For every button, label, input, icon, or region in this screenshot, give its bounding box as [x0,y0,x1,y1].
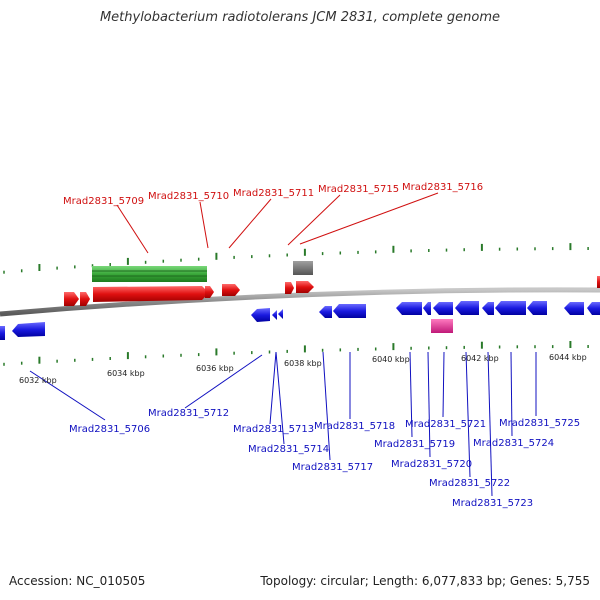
reverse-gene-5720[interactable] [423,302,431,315]
reverse-label[interactable]: Mrad2831_5712 [148,408,229,419]
forward-label-group [116,192,439,254]
reverse-gene-5713[interactable] [272,310,277,320]
reverse-gene-5714[interactable] [278,309,283,319]
reverse-label[interactable]: Mrad2831_5706 [69,424,150,435]
reverse-label[interactable]: Mrad2831_5713 [233,424,314,435]
rna-feature[interactable] [92,266,207,282]
reverse-label[interactable]: Mrad2831_5722 [429,478,510,489]
scale-label: 6036 kbp [196,364,234,373]
reverse-label[interactable]: Mrad2831_5714 [248,444,329,455]
lower-tick-marks [3,341,589,366]
forward-gene-5715[interactable] [296,281,314,293]
forward-gene-5710[interactable] [222,284,240,296]
reverse-gene-5725[interactable] [527,301,547,315]
reverse-gene-5724[interactable] [495,301,526,315]
forward-gene[interactable] [205,286,214,298]
forward-label[interactable]: Mrad2831_5710 [148,191,229,202]
reverse-gene-5712[interactable] [251,308,270,322]
scale-label: 6042 kbp [461,354,499,363]
forward-label[interactable]: Mrad2831_5716 [402,182,483,193]
reverse-label-group [29,351,537,497]
accession-text: Accession: NC_010505 [9,574,146,588]
forward-gene-5709[interactable] [93,286,209,302]
forward-gene-5711[interactable] [285,282,294,294]
reverse-label[interactable]: Mrad2831_5721 [405,419,486,430]
reverse-gene-5722[interactable] [455,301,479,315]
scale-label: 6038 kbp [284,359,322,368]
scale-label: 6032 kbp [19,376,57,385]
reverse-gene-5719[interactable] [396,302,422,315]
reverse-gene-5717[interactable] [319,306,332,318]
scale-label: 6040 kbp [372,355,410,364]
reverse-gene-5723[interactable] [482,302,494,315]
forward-gene[interactable] [64,292,79,306]
reverse-label[interactable]: Mrad2831_5720 [391,459,472,470]
reverse-gene-5721[interactable] [433,302,453,315]
grey-feature[interactable] [293,261,313,275]
reverse-label[interactable]: Mrad2831_5718 [314,421,395,432]
forward-label[interactable]: Mrad2831_5715 [318,184,399,195]
genome-backbone [0,287,600,317]
pink-feature[interactable] [431,319,453,333]
reverse-label[interactable]: Mrad2831_5717 [292,462,373,473]
forward-gene[interactable] [597,276,600,288]
forward-gene[interactable] [80,292,90,306]
forward-label[interactable]: Mrad2831_5709 [63,196,144,207]
reverse-label[interactable]: Mrad2831_5723 [452,498,533,509]
reverse-gene[interactable] [0,326,5,340]
reverse-label[interactable]: Mrad2831_5724 [473,438,554,449]
reverse-label[interactable]: Mrad2831_5725 [499,418,580,429]
reverse-gene-5718[interactable] [333,304,366,318]
reverse-gene[interactable] [587,302,600,315]
reverse-genes [0,301,600,340]
topology-text: Topology: circular; Length: 6,077,833 bp… [260,574,590,588]
reverse-gene-5706[interactable] [12,322,45,337]
scale-label: 6044 kbp [549,353,587,362]
map-title: Methylobacterium radiotolerans JCM 2831,… [99,10,501,25]
forward-label[interactable]: Mrad2831_5711 [233,188,314,199]
reverse-label[interactable]: Mrad2831_5719 [374,439,455,450]
reverse-gene[interactable] [564,302,584,315]
upper-tick-marks [3,243,589,274]
forward-genes [64,276,600,306]
scale-label: 6034 kbp [107,369,145,378]
